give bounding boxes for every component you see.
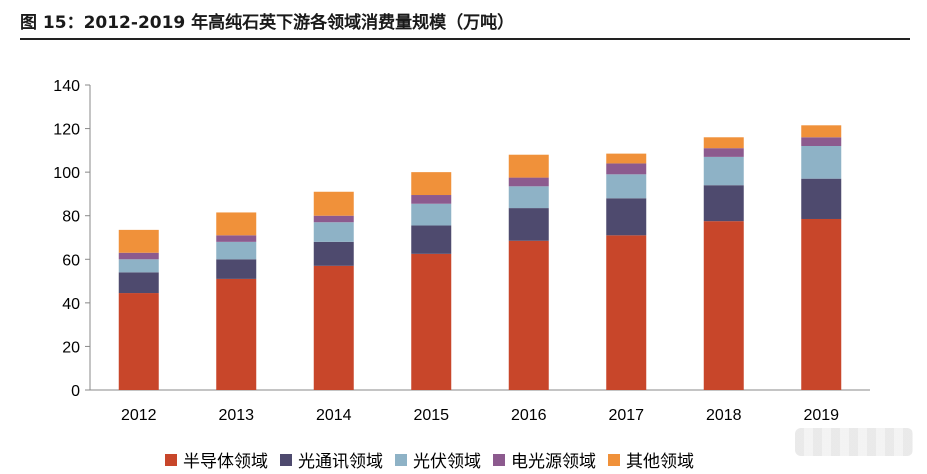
bar-segment-2012-series-4 <box>118 229 159 253</box>
legend-item: 其他领域 <box>608 447 694 472</box>
bar-groups <box>118 125 842 390</box>
bar-stack-2019 <box>801 125 842 390</box>
bar-segment-2018-series-2 <box>703 156 744 186</box>
bar-segment-2017-series-4 <box>606 153 647 164</box>
bar-segment-2016-series-0 <box>508 240 549 390</box>
bar-segment-2013-series-3 <box>216 235 257 242</box>
legend-label: 光伏领域 <box>413 452 481 472</box>
bar-segment-2019-series-2 <box>801 146 842 179</box>
bar-segment-2017-series-1 <box>606 198 647 236</box>
x-tick-label: 2015 <box>413 407 449 424</box>
bar-stack-2012 <box>118 229 159 390</box>
x-tick-label: 2017 <box>608 407 644 424</box>
bar-segment-2019-series-0 <box>801 218 842 390</box>
bar-segment-2018-series-0 <box>703 221 744 390</box>
bar-segment-2019-series-4 <box>801 125 842 138</box>
bar-segment-2013-series-1 <box>216 259 257 279</box>
bar-segment-2015-series-1 <box>411 225 452 254</box>
bar-segment-2012-series-2 <box>118 259 159 273</box>
y-tick-label: 140 <box>53 78 80 95</box>
bar-segment-2016-series-4 <box>508 154 549 178</box>
bar-segment-2012-series-1 <box>118 272 159 294</box>
bar-segment-2015-series-0 <box>411 253 452 390</box>
bar-segment-2014-series-3 <box>313 215 354 223</box>
y-tick-label: 120 <box>53 122 80 139</box>
legend-swatch <box>608 453 620 466</box>
bar-segment-2016-series-1 <box>508 208 549 241</box>
y-tick-label: 60 <box>62 252 80 269</box>
legend-swatch <box>493 453 505 466</box>
y-tick-label: 20 <box>62 339 80 356</box>
x-tick-label: 2012 <box>121 407 157 424</box>
legend-swatch <box>165 453 177 466</box>
y-tick-label: 40 <box>62 296 80 313</box>
bar-segment-2012-series-0 <box>118 293 159 390</box>
bar-segment-2017-series-3 <box>606 163 647 175</box>
legend-label: 电光源领域 <box>511 452 596 472</box>
bar-segment-2013-series-4 <box>216 212 257 236</box>
bar-segment-2019-series-1 <box>801 178 842 219</box>
bar-segment-2019-series-3 <box>801 137 842 146</box>
y-tick-label: 80 <box>62 209 80 226</box>
legend-label: 光通讯领域 <box>298 452 383 472</box>
x-tick-label: 2014 <box>316 407 352 424</box>
bar-segment-2014-series-4 <box>313 191 354 216</box>
bar-stack-2013 <box>216 212 257 390</box>
bar-segment-2013-series-0 <box>216 278 257 390</box>
legend: 半导体领域 光通讯领域 光伏领域 电光源领域 其他领域 <box>165 447 706 472</box>
legend-item: 光通讯领域 <box>280 447 383 472</box>
legend-item: 光伏领域 <box>395 447 481 472</box>
bar-segment-2017-series-0 <box>606 235 647 390</box>
bar-segment-2015-series-2 <box>411 203 452 226</box>
legend-swatch <box>280 453 292 466</box>
legend-item: 半导体领域 <box>165 447 268 472</box>
bar-segment-2018-series-1 <box>703 185 744 222</box>
x-tick-label: 2016 <box>511 407 547 424</box>
x-axis: 2012 2013 2014 2015 2016 2017 2018 2019 <box>90 389 870 424</box>
watermark <box>795 428 913 456</box>
x-tick-label: 2019 <box>803 407 839 424</box>
bar-segment-2013-series-2 <box>216 241 257 260</box>
bar-segment-2014-series-1 <box>313 241 354 266</box>
x-tick-label: 2018 <box>706 407 742 424</box>
page-title: 图 15：2012-2019 年高纯石英下游各领域消费量规模（万吨） <box>20 13 515 33</box>
bar-segment-2012-series-3 <box>118 252 159 260</box>
bar-segment-2015-series-3 <box>411 195 452 204</box>
bar-segment-2016-series-3 <box>508 177 549 187</box>
bar-segment-2018-series-4 <box>703 137 744 149</box>
legend-label: 其他领域 <box>626 452 694 472</box>
bar-segment-2016-series-2 <box>508 186 549 209</box>
y-tick-label: 0 <box>71 383 80 400</box>
legend-item: 电光源领域 <box>493 447 596 472</box>
bar-segment-2014-series-2 <box>313 222 354 242</box>
bar-stack-2018 <box>703 137 744 390</box>
legend-swatch <box>395 453 407 466</box>
legend-label: 半导体领域 <box>183 452 268 472</box>
y-axis: 0 20 40 60 80 100 120 140 <box>53 78 91 400</box>
bar-stack-2016 <box>508 154 549 390</box>
bar-stack-2015 <box>411 172 452 390</box>
bar-segment-2014-series-0 <box>313 265 354 390</box>
x-tick-label: 2013 <box>218 407 254 424</box>
bar-stack-2014 <box>313 191 354 390</box>
bar-stack-2017 <box>606 153 647 390</box>
bar-segment-2015-series-4 <box>411 172 452 196</box>
title-divider <box>20 38 910 40</box>
bar-segment-2018-series-3 <box>703 148 744 157</box>
y-tick-label: 100 <box>53 165 80 182</box>
bar-segment-2017-series-2 <box>606 174 647 199</box>
